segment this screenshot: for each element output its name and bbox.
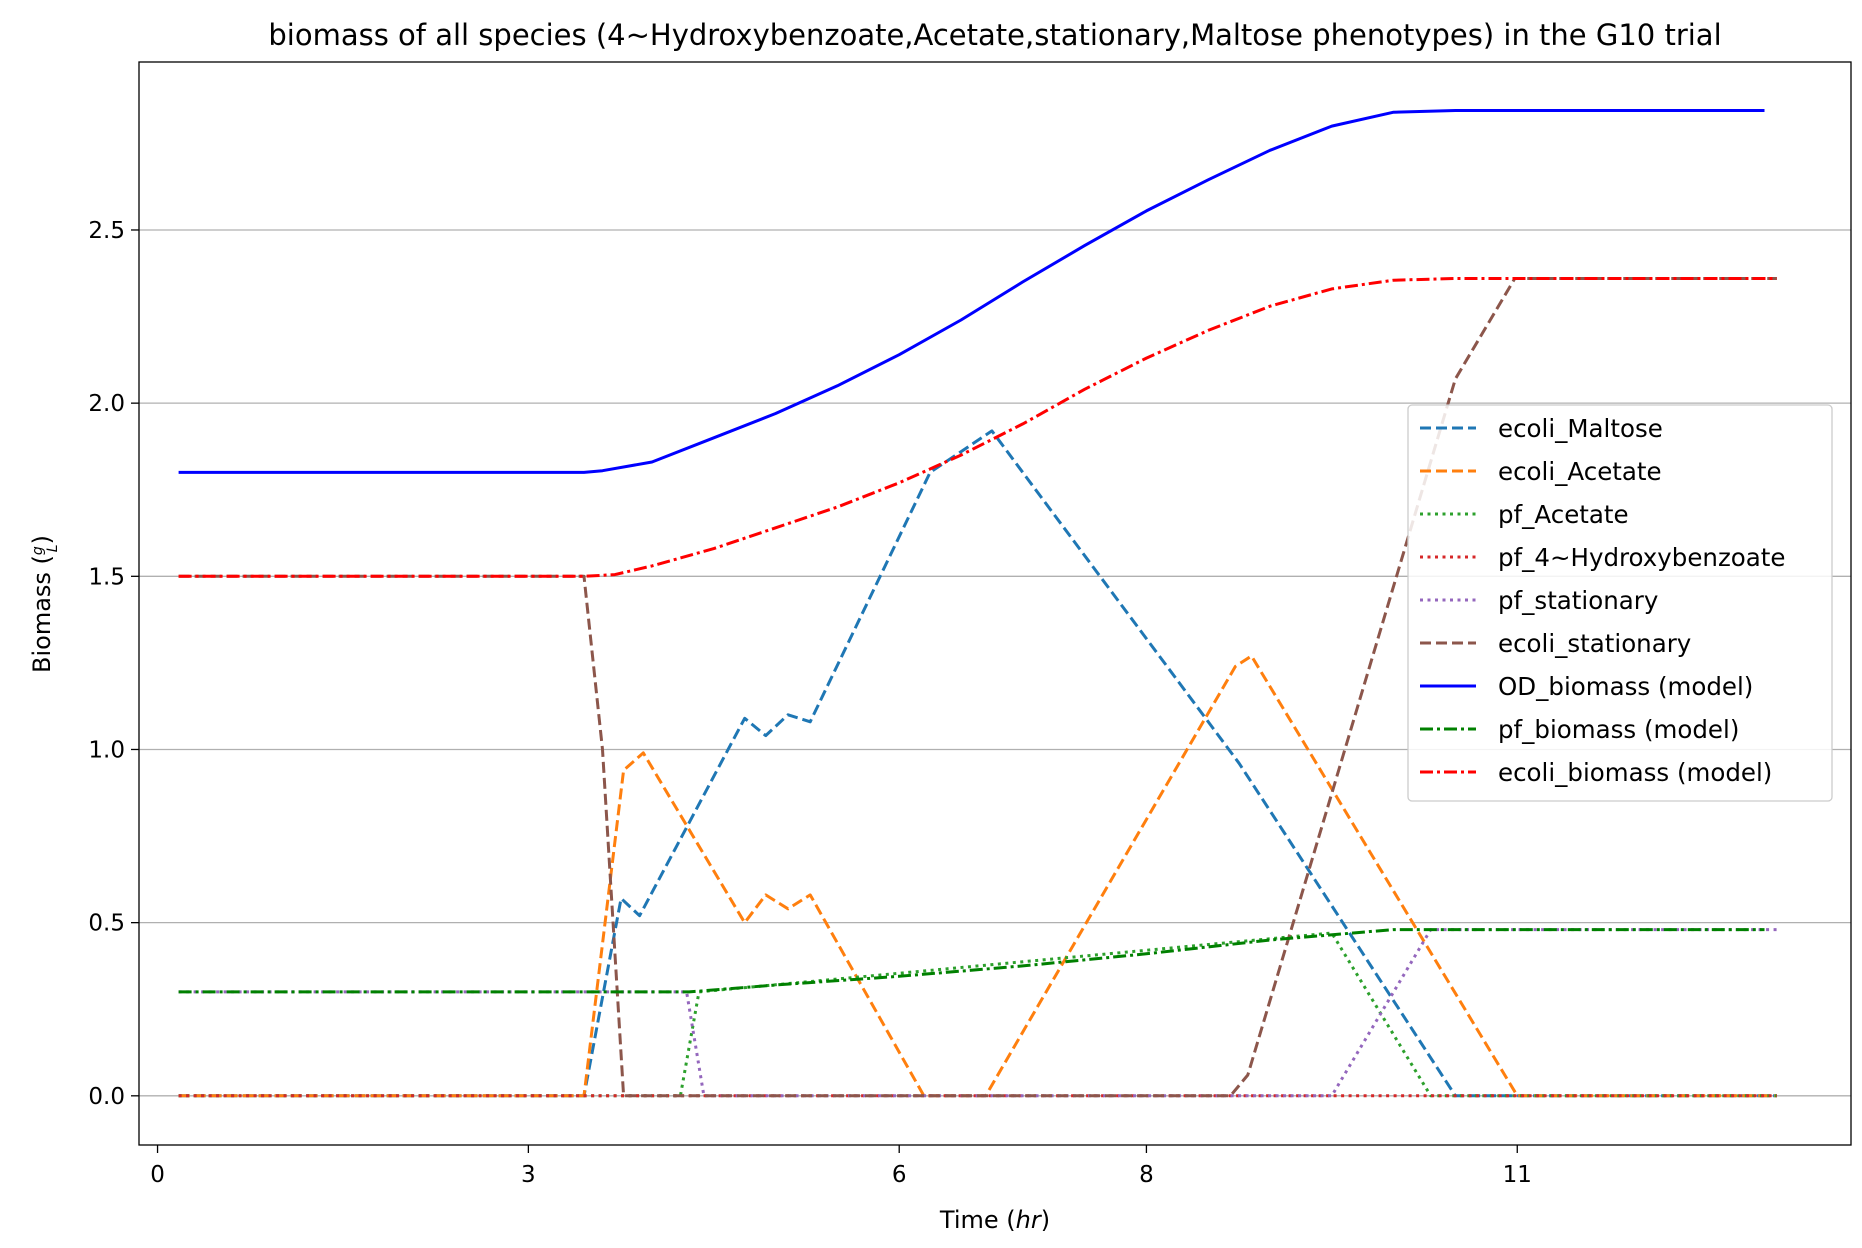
plot-frame <box>138 61 1852 1146</box>
legend-label: ecoli_stationary <box>1498 629 1691 658</box>
legend-label: OD_biomass (model) <box>1498 672 1753 701</box>
x-axis-label: Time (hr) <box>939 1206 1050 1234</box>
x-tick-label: 6 <box>892 1162 907 1188</box>
y-axis-label: Biomass (gL) <box>28 535 61 673</box>
legend-box <box>1407 404 1833 802</box>
y-axis-label-text: Biomass ( <box>28 555 56 673</box>
y-tick-label: 0.5 <box>88 911 125 937</box>
y-axis-label-num: g <box>30 546 46 555</box>
y-tick-label: 1.0 <box>88 737 125 763</box>
legend-label: pf_biomass (model) <box>1498 715 1739 744</box>
y-tick-label: 2.0 <box>88 391 125 417</box>
legend-items: ecoli_Maltose ecoli_Acetate pf_Acetate pf_4… <box>1420 414 1785 787</box>
x-tick-label: 3 <box>521 1162 536 1188</box>
x-tick-label: 0 <box>150 1162 165 1188</box>
legend-label: pf_Acetate <box>1498 500 1629 529</box>
x-axis-label-text: Time ( <box>939 1206 1016 1234</box>
series-line-1 <box>178 654 1777 1098</box>
x-axis-label-end: ) <box>1041 1206 1050 1234</box>
series-line-7 <box>178 928 1765 994</box>
y-axis-label-end: ) <box>28 535 56 544</box>
series-lines <box>178 109 1777 1098</box>
legend-label: pf_4~Hydroxybenzoate <box>1498 543 1785 572</box>
x-axis-ticks: 0 3 6 8 11 <box>150 1145 1532 1188</box>
legend: ecoli_Maltose ecoli_Acetate pf_Acetate pf_4… <box>1407 404 1833 802</box>
y-tick-label: 0.0 <box>88 1084 125 1110</box>
series-line-8 <box>178 277 1777 578</box>
legend-label: pf_stationary <box>1498 586 1658 615</box>
series-line-0 <box>178 429 1777 1098</box>
x-tick-label: 11 <box>1503 1162 1532 1188</box>
x-tick-label: 8 <box>1139 1162 1154 1188</box>
series-line-2 <box>178 931 1777 1098</box>
y-axis-ticks: 0.0 0.5 1.0 1.5 2.0 2.5 <box>88 218 139 1110</box>
y-tick-label: 1.5 <box>88 564 125 590</box>
chart-title: biomass of all species (4~Hydroxybenzoat… <box>268 18 1721 52</box>
y-tick-label: 2.5 <box>88 218 125 244</box>
svg-text:Biomass (gL): Biomass (gL) <box>28 535 61 673</box>
legend-label: ecoli_Acetate <box>1498 457 1662 486</box>
legend-label: ecoli_Maltose <box>1498 414 1663 443</box>
series-line-6 <box>178 109 1765 474</box>
x-axis-label-var: hr <box>1016 1206 1043 1234</box>
legend-label: ecoli_biomass (model) <box>1498 758 1772 787</box>
y-axis-label-den: L <box>45 544 61 552</box>
